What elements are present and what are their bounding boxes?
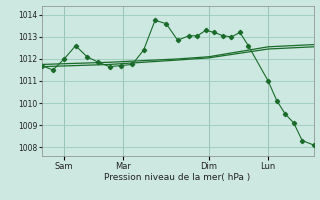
- X-axis label: Pression niveau de la mer( hPa ): Pression niveau de la mer( hPa ): [104, 173, 251, 182]
